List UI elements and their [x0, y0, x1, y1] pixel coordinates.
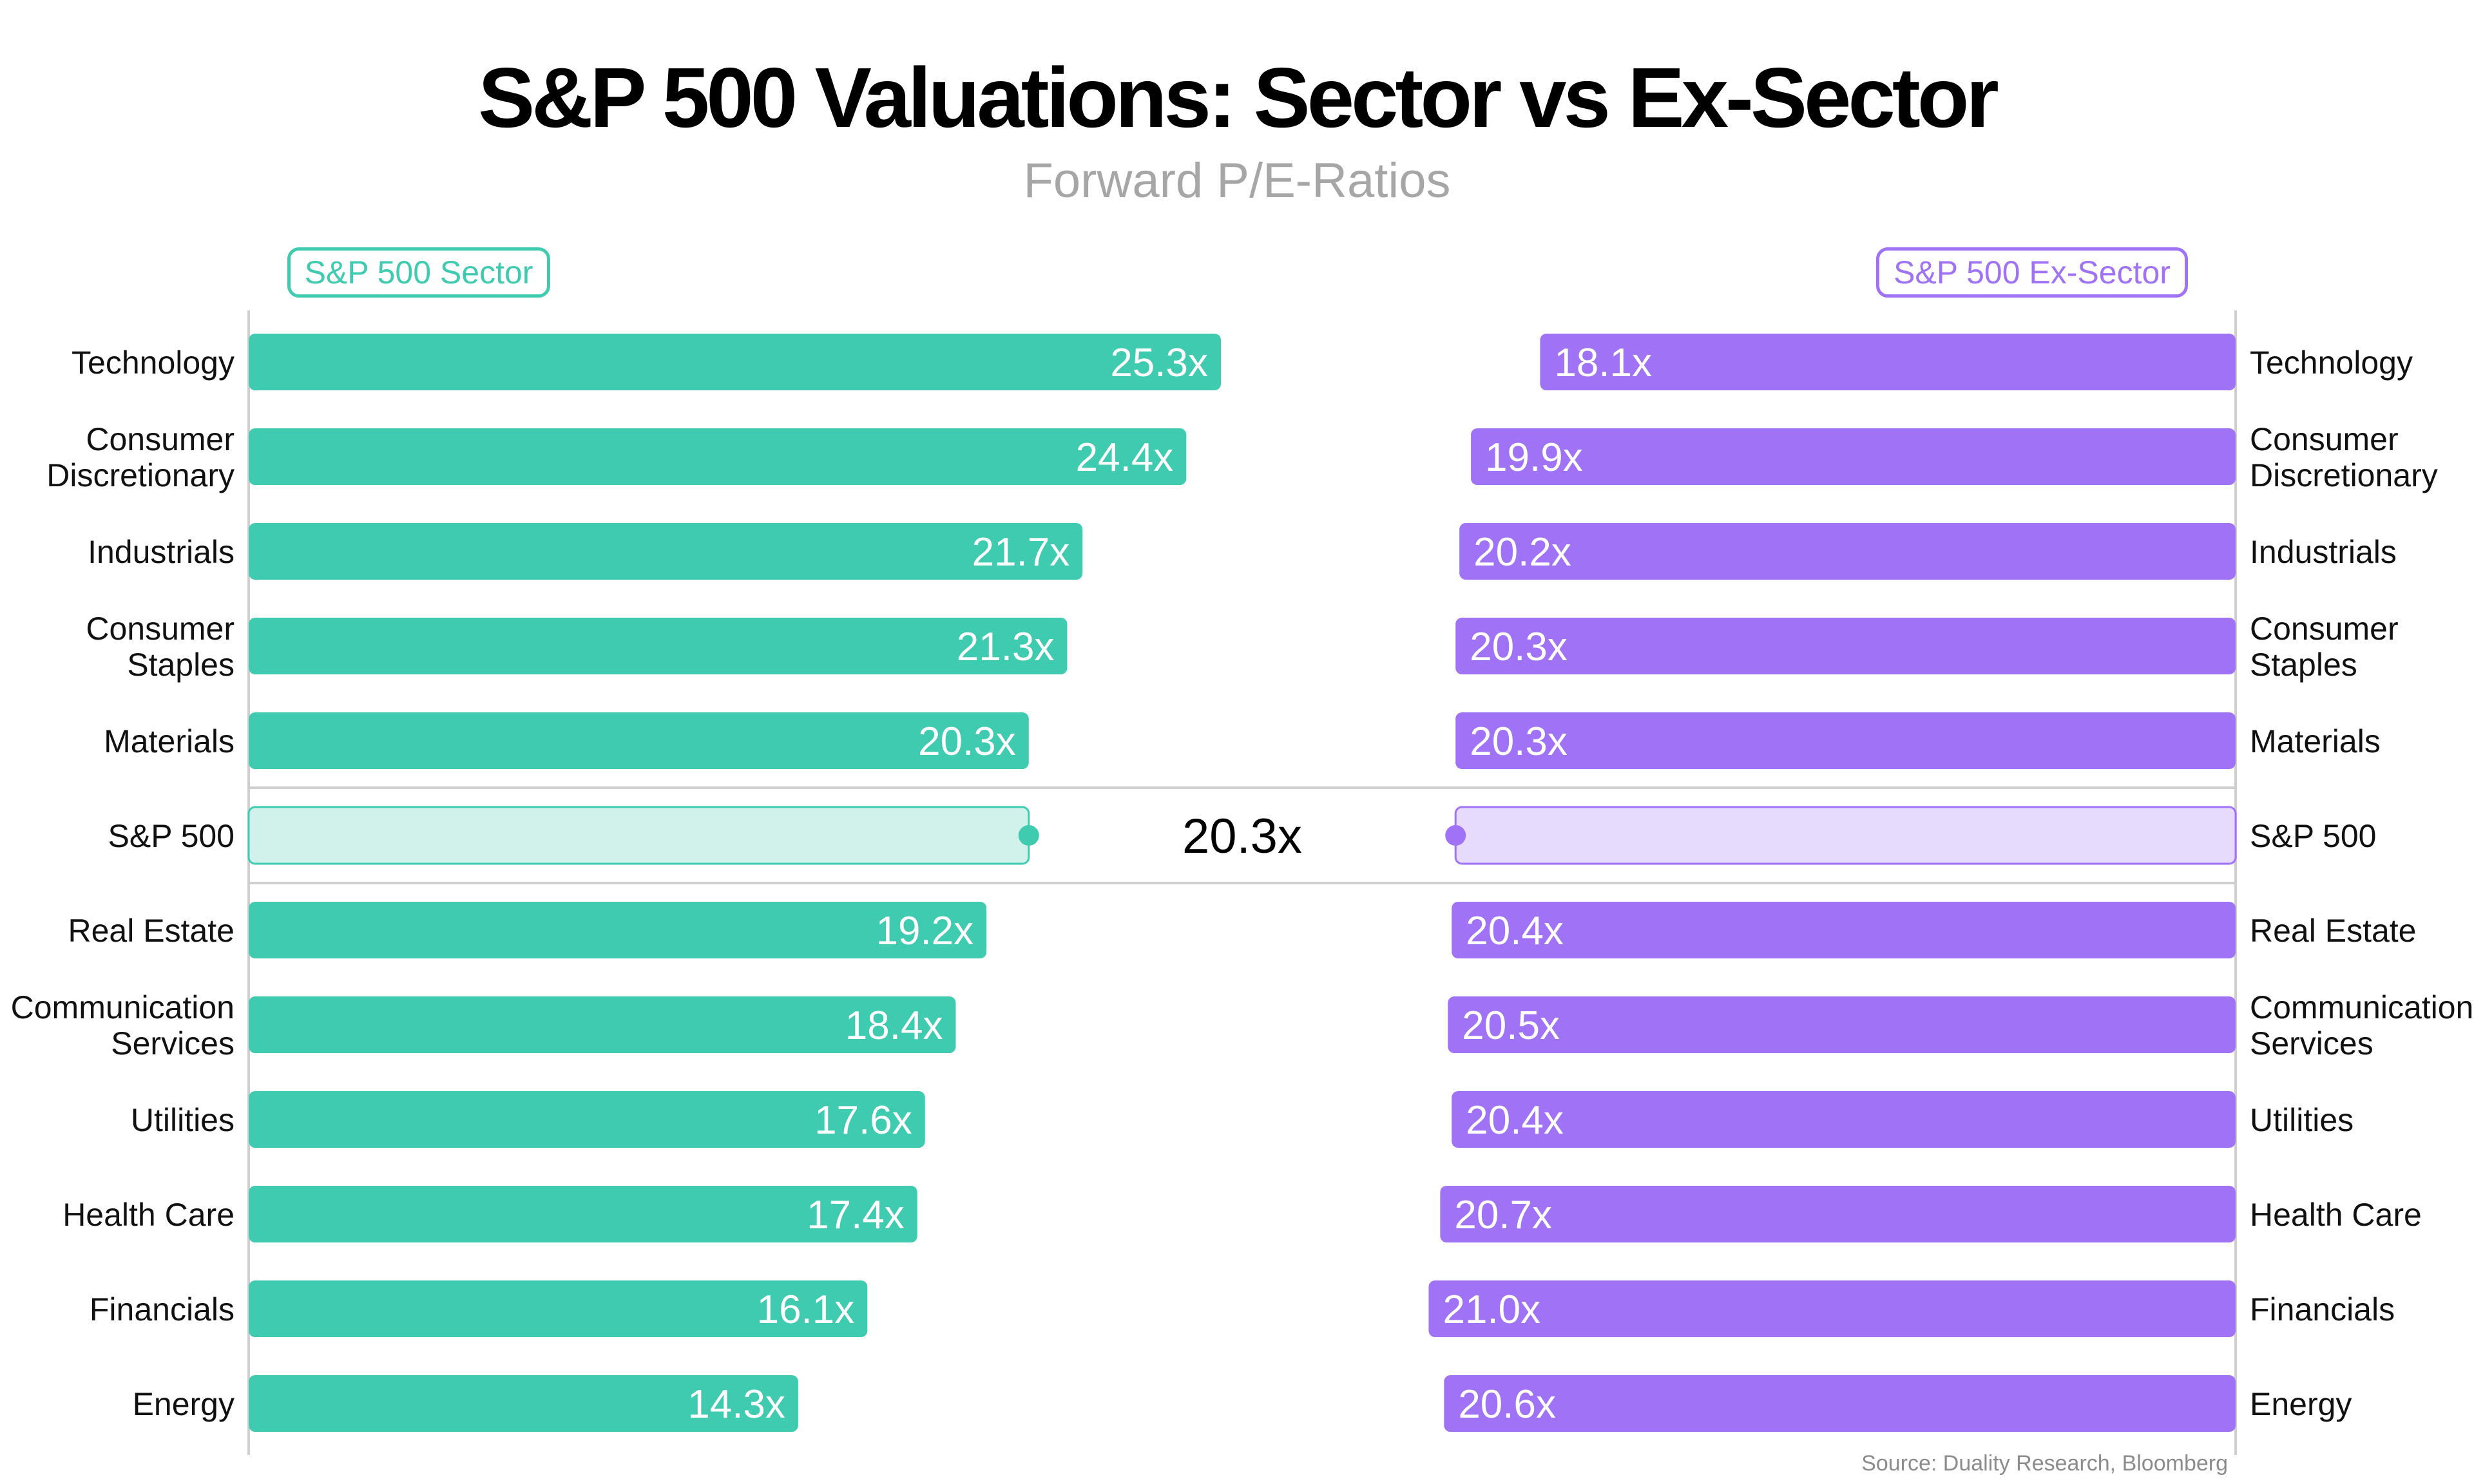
category-label-right-industrials: Industrials — [2250, 534, 2397, 570]
category-label-left-consumer-discretionary: Consumer Discretionary — [46, 421, 235, 493]
bar-ex-sector-real-estate — [1452, 902, 2236, 958]
value-label-sector-communication-services: 18.4x — [845, 1004, 943, 1048]
value-label-sector-financials: 16.1x — [757, 1288, 855, 1332]
legend-sector: S&P 500 Sector — [287, 247, 550, 298]
bar-sector-industrials — [249, 523, 1083, 580]
bar-ex-sector-consumer-staples — [1455, 618, 2236, 674]
benchmark-dot-ex-sector — [1445, 825, 1466, 846]
benchmark-dot-sector — [1018, 825, 1039, 846]
bar-sector-communication-services — [249, 996, 956, 1053]
category-label-right-energy: Energy — [2250, 1386, 2352, 1422]
bar-sector-energy — [249, 1375, 798, 1432]
value-label-sector-consumer-staples: 21.3x — [957, 625, 1055, 669]
value-label-sector-technology: 25.3x — [1110, 341, 1208, 385]
category-label-left-consumer-staples: Consumer Staples — [86, 611, 235, 683]
chart-subtitle: Forward P/E-Ratios — [1023, 153, 1451, 208]
bar-sector-technology — [249, 334, 1221, 390]
category-label-left-financials: Financials — [90, 1291, 235, 1327]
source-note: Source: Duality Research, Bloomberg — [1861, 1451, 2228, 1476]
category-label-left-health-care: Health Care — [62, 1197, 235, 1233]
bar-ex-sector-communication-services — [1448, 996, 2236, 1053]
bar-sector-materials — [249, 712, 1029, 769]
value-label-ex-sector-industrials: 20.2x — [1473, 530, 1571, 575]
value-label-sector-energy: 14.3x — [687, 1382, 785, 1427]
value-label-ex-sector-technology: 18.1x — [1554, 341, 1652, 385]
bar-ex-sector-health-care — [1440, 1186, 2236, 1242]
category-label-right-health-care: Health Care — [2250, 1197, 2422, 1233]
category-label-left-utilities: Utilities — [131, 1102, 235, 1138]
value-label-sector-consumer-discretionary: 24.4x — [1076, 435, 1174, 480]
category-label-right-technology: Technology — [2250, 345, 2413, 381]
bar-ex-sector-consumer-discretionary — [1471, 428, 2236, 485]
value-label-sector-industrials: 21.7x — [972, 530, 1070, 575]
bar-sector-health-care — [249, 1186, 917, 1242]
category-label-right-financials: Financials — [2250, 1291, 2395, 1327]
bar-ex-sector-financials — [1428, 1280, 2236, 1337]
bar-ex-sector-utilities — [1452, 1091, 2236, 1148]
bar-sector-financials — [249, 1280, 868, 1337]
category-label-right-real-estate: Real Estate — [2250, 913, 2416, 949]
value-label-ex-sector-materials: 20.3x — [1470, 719, 1568, 764]
category-label-left-industrials: Industrials — [88, 534, 235, 570]
value-label-ex-sector-utilities: 20.4x — [1466, 1098, 1564, 1143]
value-label-sector-utilities: 17.6x — [814, 1098, 912, 1143]
value-label-sector-health-care: 17.4x — [807, 1193, 905, 1237]
bar-sector-utilities — [249, 1091, 925, 1148]
category-label-right-consumer-discretionary: Consumer Discretionary — [2250, 421, 2438, 493]
chart-title: S&P 500 Valuations: Sector vs Ex-Sector — [478, 50, 1999, 145]
category-label-right-materials: Materials — [2250, 723, 2381, 759]
category-label-left-s-p-500: S&P 500 — [108, 818, 235, 854]
category-label-right-consumer-staples: Consumer Staples — [2250, 611, 2399, 683]
value-label-ex-sector-consumer-staples: 20.3x — [1470, 625, 1568, 669]
bar-ex-sector-energy — [1444, 1375, 2236, 1432]
value-label-ex-sector-energy: 20.6x — [1458, 1382, 1556, 1427]
category-label-left-real-estate: Real Estate — [68, 913, 235, 949]
bar-sector-s-p-500 — [247, 806, 1030, 865]
bar-ex-sector-technology — [1540, 334, 2236, 390]
value-label-ex-sector-financials: 21.0x — [1443, 1288, 1540, 1332]
category-label-left-materials: Materials — [104, 723, 235, 759]
value-label-sector-real-estate: 19.2x — [876, 909, 973, 953]
value-label-ex-sector-health-care: 20.7x — [1454, 1193, 1552, 1237]
category-label-left-energy: Energy — [133, 1386, 235, 1422]
category-label-right-s-p-500: S&P 500 — [2250, 818, 2376, 854]
category-label-left-communication-services: Communication Services — [11, 989, 235, 1061]
value-label-ex-sector-communication-services: 20.5x — [1462, 1004, 1560, 1048]
legend-ex-sector: S&P 500 Ex-Sector — [1876, 247, 2188, 298]
bar-ex-sector-s-p-500 — [1454, 806, 2237, 865]
benchmark-value-label: 20.3x — [1182, 809, 1302, 864]
value-label-ex-sector-consumer-discretionary: 19.9x — [1485, 435, 1583, 480]
category-label-right-utilities: Utilities — [2250, 1102, 2354, 1138]
bar-sector-consumer-discretionary — [249, 428, 1187, 485]
value-label-ex-sector-real-estate: 20.4x — [1466, 909, 1564, 953]
category-label-left-technology: Technology — [72, 345, 235, 381]
bar-sector-consumer-staples — [249, 618, 1068, 674]
value-label-sector-materials: 20.3x — [918, 719, 1016, 764]
bar-sector-real-estate — [249, 902, 987, 958]
category-label-right-communication-services: Communication Services — [2250, 989, 2473, 1061]
bar-ex-sector-materials — [1455, 712, 2236, 769]
bar-ex-sector-industrials — [1459, 523, 2236, 580]
